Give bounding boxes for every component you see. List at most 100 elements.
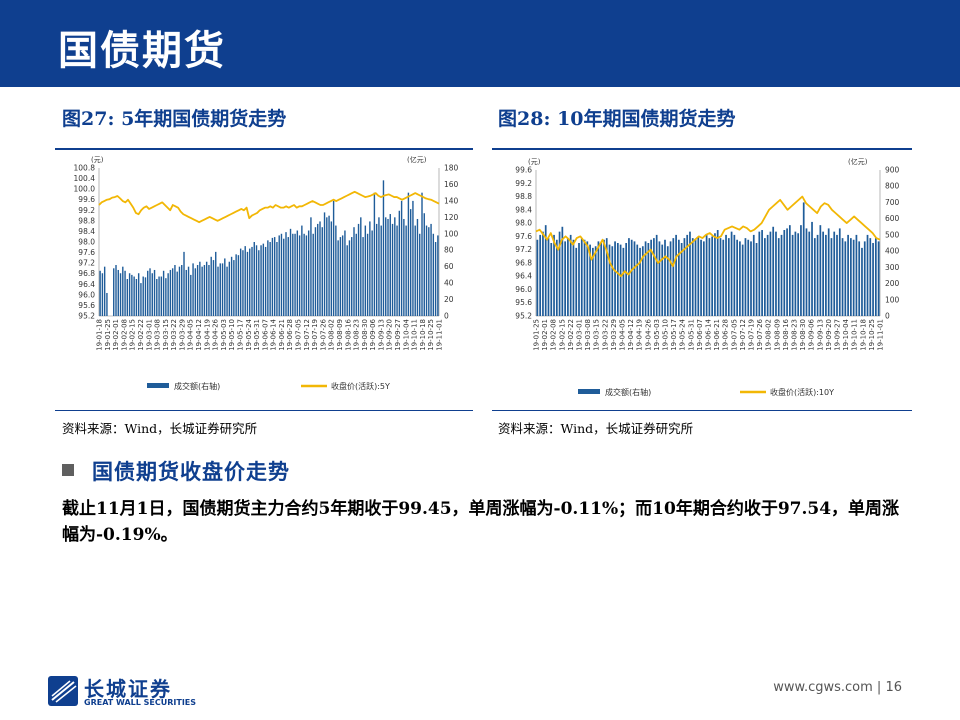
- x-tick-label: 19-04-26: [212, 318, 220, 350]
- chart-10y-futures: (元) (亿元) 99.6 99.2 98.8 98.4 98.0 97.6 97.2 96.8 9…: [515, 157, 900, 397]
- volume-bar: [772, 226, 775, 316]
- volume-bar: [791, 234, 794, 316]
- y-left-tick-label: 98.0: [78, 238, 95, 247]
- volume-bar: [683, 238, 686, 316]
- volume-bar: [314, 227, 317, 316]
- volume-bar: [391, 223, 394, 316]
- x-tick-label: 19-10-04: [402, 318, 410, 350]
- volume-bar: [666, 246, 669, 316]
- volume-bar: [332, 200, 335, 316]
- volume-bar: [852, 239, 855, 316]
- y-right-tick-label: 200: [885, 279, 900, 288]
- volume-bar: [739, 241, 741, 316]
- volume-bar: [647, 243, 650, 316]
- volume-bar: [162, 270, 165, 316]
- volume-bar: [382, 180, 385, 316]
- volume-bar: [400, 200, 403, 316]
- volume-bar: [181, 265, 183, 316]
- x-tick-label: 19-05-03: [653, 319, 661, 351]
- x-tick-label: 19-10-18: [859, 319, 867, 351]
- y-right-tick-label: 800: [885, 182, 900, 191]
- volume-bar: [861, 247, 863, 316]
- y-left-tick-label: 97.6: [78, 248, 95, 257]
- volume-bar: [636, 244, 639, 316]
- volume-bar: [122, 266, 124, 316]
- volume-bar: [567, 238, 569, 316]
- volume-bar: [719, 238, 722, 316]
- volume-bar: [351, 237, 353, 316]
- volume-bar: [708, 238, 711, 316]
- x-tick-label: 19-10-25: [427, 319, 435, 351]
- x-tick-label: 19-03-29: [178, 319, 186, 351]
- volume-bar: [242, 250, 244, 316]
- volume-bar: [594, 246, 597, 316]
- y-right-tick-label: 400: [885, 247, 900, 256]
- volume-bar: [235, 254, 237, 316]
- volume-bar: [251, 246, 253, 316]
- volume-bar: [362, 237, 364, 316]
- volume-bar: [597, 241, 600, 316]
- volume-bar: [192, 263, 194, 316]
- volume-bar: [755, 243, 758, 316]
- volume-bar: [664, 239, 666, 316]
- volume-bar: [273, 237, 276, 316]
- y-right-tick-label: 300: [885, 263, 900, 272]
- volume-bar: [394, 217, 396, 316]
- volume-bar: [691, 238, 694, 316]
- volume-bar: [544, 225, 547, 316]
- volume-bar: [553, 234, 555, 316]
- volume-bar: [619, 244, 622, 316]
- section-bullet-icon: [62, 464, 74, 476]
- y-right-tick-label: 140: [444, 196, 459, 205]
- x-tick-label: 19-10-18: [419, 319, 427, 351]
- x-tick-label: 19-06-14: [270, 318, 278, 350]
- x-tick-label: 19-01-25: [533, 319, 541, 351]
- volume-bar: [212, 260, 215, 316]
- volume-bar: [850, 238, 852, 316]
- volume-bar: [416, 218, 419, 316]
- x-tick-label: 19-07-19: [748, 319, 756, 351]
- y-left-tick-label: 97.6: [515, 232, 532, 241]
- volume-bar: [658, 241, 661, 316]
- x-tick-label: 19-11-01: [877, 319, 885, 351]
- volume-bar: [766, 234, 769, 316]
- volume-bar: [680, 243, 683, 316]
- volume-bar: [580, 238, 583, 316]
- volume-bar: [788, 225, 791, 316]
- volume-bar: [608, 244, 611, 316]
- volume-bar: [205, 261, 208, 316]
- volume-bar: [321, 227, 323, 316]
- volume-bar: [855, 234, 858, 316]
- volume-bar: [811, 221, 813, 316]
- x-tick-label: 19-04-19: [636, 319, 644, 351]
- volume-bar: [169, 269, 172, 316]
- x-tick-label: 19-08-30: [361, 319, 369, 351]
- volume-bar: [603, 239, 605, 316]
- volume-bar: [874, 238, 877, 316]
- x-tick-label: 19-08-16: [344, 318, 352, 350]
- volume-bar: [877, 241, 880, 316]
- volume-bar: [366, 233, 369, 316]
- y-left-tick-label: 100.8: [74, 164, 96, 173]
- legend-bar-swatch: [147, 383, 169, 388]
- x-tick-label: 19-08-02: [765, 319, 773, 351]
- volume-bar: [758, 231, 761, 316]
- header-bar: 国债期货: [0, 0, 960, 87]
- volume-bar: [378, 217, 380, 316]
- y-left-tick-label: 99.2: [78, 206, 95, 215]
- volume-bar: [805, 228, 808, 316]
- volume-bar: [389, 214, 391, 316]
- volume-bar: [419, 233, 421, 316]
- volume-bar: [346, 245, 348, 316]
- x-tick-label: 19-06-14: [705, 318, 713, 350]
- x-tick-label: 19-03-15: [593, 319, 601, 351]
- volume-bar: [653, 238, 655, 316]
- volume-bar: [253, 242, 255, 316]
- volume-bar: [226, 266, 228, 316]
- y-right-tick-label: 100: [885, 295, 900, 304]
- volume-bar: [106, 292, 108, 316]
- volume-bar: [686, 234, 689, 316]
- volume-bar: [783, 230, 786, 316]
- volume-bar: [769, 231, 772, 316]
- x-tick-label: 19-02-01: [112, 319, 120, 351]
